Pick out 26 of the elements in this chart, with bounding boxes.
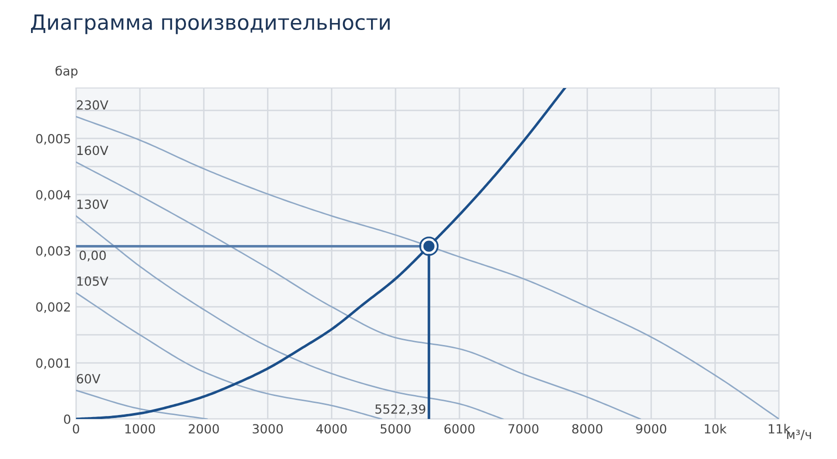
annotation: 0,00: [80, 250, 106, 262]
series-label: 160V: [77, 146, 108, 156]
x-tick-label: 9000: [636, 424, 666, 434]
x-tick-label: 3000: [252, 424, 283, 434]
series-label: 60V: [76, 374, 100, 384]
y-axis-title: бар: [56, 66, 78, 78]
x-tick-label: 6000: [444, 424, 475, 434]
chart-title: Диаграмма производительности: [31, 14, 390, 34]
x-tick-label: 1000: [125, 424, 155, 434]
y-tick-label: 0,003: [36, 246, 70, 257]
y-tick-label: 0: [64, 414, 70, 424]
x-tick-label: 0: [72, 424, 80, 434]
y-tick-label: 0,001: [36, 358, 70, 370]
y-tick-label: 0,005: [36, 134, 70, 145]
series-label: 130V: [77, 200, 108, 209]
x-tick-label: 7000: [508, 424, 538, 434]
x-tick-label: 5000: [380, 424, 411, 434]
annotation: 5522,39: [375, 404, 426, 416]
y-tick-label: 0,004: [36, 190, 70, 201]
series-label: 230V: [76, 100, 108, 110]
x-tick-label: 10k: [704, 424, 727, 434]
series-label: 105V: [77, 276, 108, 286]
x-tick-label: 8000: [572, 424, 602, 434]
x-tick-label: 2000: [188, 424, 219, 434]
x-tick-label: 4000: [316, 424, 347, 434]
y-tick-label: 0,002: [36, 302, 70, 313]
